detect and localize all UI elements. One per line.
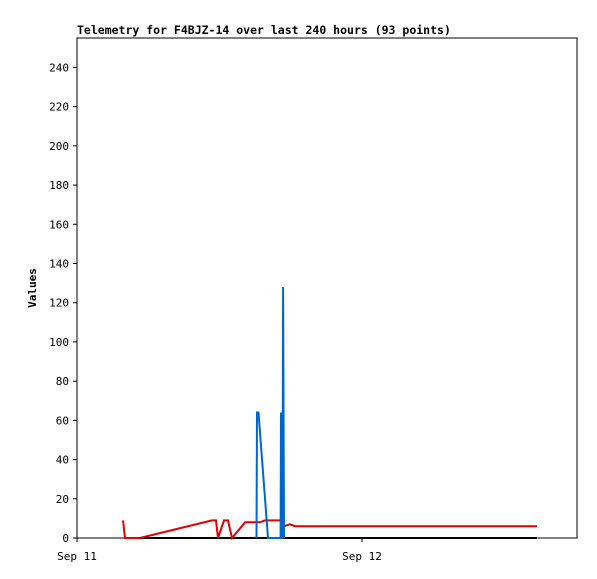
y-tick-label: 200 — [49, 140, 69, 153]
y-tick-label: 220 — [49, 101, 69, 114]
y-axis-label: Values — [26, 268, 39, 308]
x-tick-label: Sep 11 — [57, 550, 97, 563]
chart-title: Telemetry for F4BJZ-14 over last 240 hou… — [77, 23, 451, 37]
y-tick-label: 240 — [49, 61, 69, 74]
y-tick-label: 0 — [62, 532, 69, 545]
y-tick-label: 180 — [49, 179, 69, 192]
y-tick-label: 40 — [56, 454, 69, 467]
y-tick-label: 80 — [56, 375, 69, 388]
y-tick-label: 160 — [49, 218, 69, 231]
y-tick-label: 120 — [49, 297, 69, 310]
x-tick-label: Sep 12 — [342, 550, 382, 563]
series-line — [255, 286, 285, 539]
y-tick-label: 20 — [56, 493, 69, 506]
y-tick-label: 140 — [49, 257, 69, 270]
y-tick-label: 100 — [49, 336, 69, 349]
series-line — [122, 519, 537, 541]
y-tick-label: 60 — [56, 414, 69, 427]
